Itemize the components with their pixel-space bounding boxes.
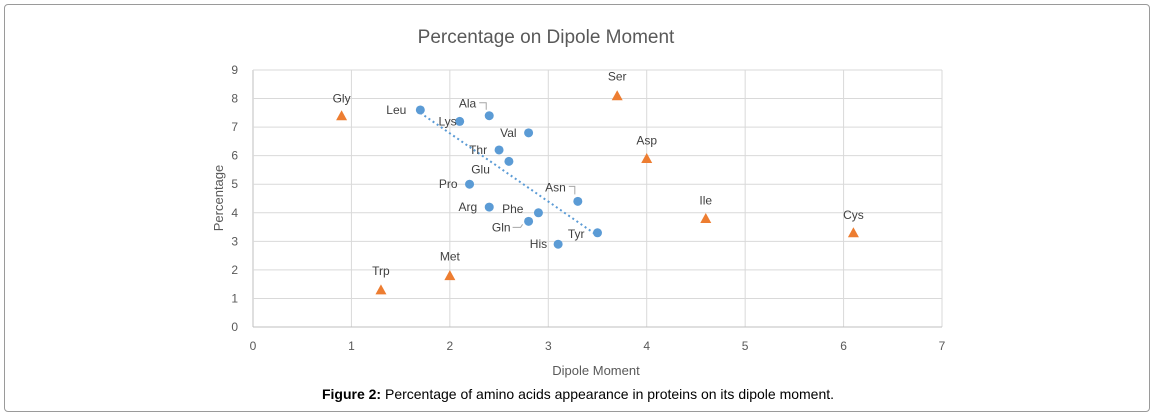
chart-title: Percentage on Dipole Moment [418, 27, 675, 48]
y-tick-label: 2 [231, 263, 238, 277]
figure-caption: Figure 2: Percentage of amino acids appe… [0, 386, 1156, 402]
point-label-ser: Ser [608, 70, 627, 84]
data-point-glu [504, 156, 514, 166]
point-label-gln: Gln [492, 220, 511, 234]
trendline [419, 112, 599, 237]
data-point-phe [533, 208, 543, 218]
y-tick-label: 5 [231, 177, 238, 191]
x-tick-label: 1 [348, 339, 355, 353]
y-axis-label: Percentage [211, 165, 226, 232]
caption-label: Figure 2: [321, 386, 382, 402]
leader-line [479, 102, 487, 110]
point-label-ala: Ala [459, 97, 477, 111]
data-point-ile [700, 212, 712, 223]
data-point-ala [484, 111, 494, 121]
point-label-thr: Thr [469, 143, 487, 157]
point-label-arg: Arg [459, 200, 478, 214]
data-point-asn [573, 196, 583, 206]
point-label-his: His [530, 237, 547, 251]
grid-lines [252, 69, 943, 328]
point-label-pro: Pro [439, 177, 458, 191]
x-tick-label: 2 [447, 339, 454, 353]
data-point-gln [524, 216, 534, 226]
data-point-his [553, 239, 563, 249]
point-label-leu: Leu [386, 103, 406, 117]
point-label-val: Val [500, 126, 516, 140]
y-tick-label: 8 [231, 92, 238, 106]
point-label-glu: Glu [471, 162, 490, 176]
y-tick-label: 6 [231, 149, 238, 163]
point-label-trp: Trp [372, 264, 390, 278]
data-point-pro [465, 179, 475, 189]
point-label-phe: Phe [502, 202, 524, 216]
caption-text: Percentage of amino acids appearance in … [381, 386, 835, 402]
point-label-met: Met [440, 250, 461, 264]
y-tick-label: 9 [231, 63, 238, 77]
data-point-asp [641, 153, 653, 164]
point-label-asp: Asp [636, 134, 657, 148]
point-label-cys: Cys [843, 208, 864, 222]
point-label-tyr: Tyr [568, 227, 585, 241]
data-point-thr [494, 145, 504, 155]
data-point-met [444, 270, 456, 281]
figure-frame [4, 4, 1150, 412]
data-point-trp [375, 284, 387, 295]
data-point-arg [484, 202, 494, 212]
leader-line [568, 185, 576, 195]
data-point-tyr [593, 228, 602, 238]
data-point-cys [847, 227, 859, 238]
leader-line [512, 224, 524, 228]
data-point-ser [611, 90, 623, 101]
x-tick-label: 6 [840, 339, 847, 353]
data-point-val [524, 128, 534, 138]
data-point-gly [336, 110, 348, 121]
data-point-lys [455, 116, 465, 126]
data-point-leu [415, 105, 425, 115]
x-axis-label: Dipole Moment [552, 363, 640, 378]
point-label-ile: Ile [699, 193, 712, 207]
x-tick-label: 3 [545, 339, 552, 353]
x-tick-label: 7 [939, 339, 946, 353]
y-tick-label: 4 [231, 206, 238, 220]
y-tick-label: 3 [231, 234, 238, 248]
x-tick-label: 0 [250, 339, 257, 353]
point-label-asn: Asn [545, 180, 566, 194]
point-label-lys: Lys [438, 114, 456, 128]
y-tick-label: 0 [231, 320, 238, 334]
x-tick-label: 5 [742, 339, 749, 353]
x-tick-label: 4 [643, 339, 650, 353]
tick-labels: 0 1 2 3 4 5 6 7 0 1 2 3 4 5 6 7 8 9 [231, 63, 945, 353]
point-label-gly: Gly [333, 92, 351, 106]
y-tick-label: 7 [231, 120, 238, 134]
y-tick-label: 1 [231, 291, 238, 305]
